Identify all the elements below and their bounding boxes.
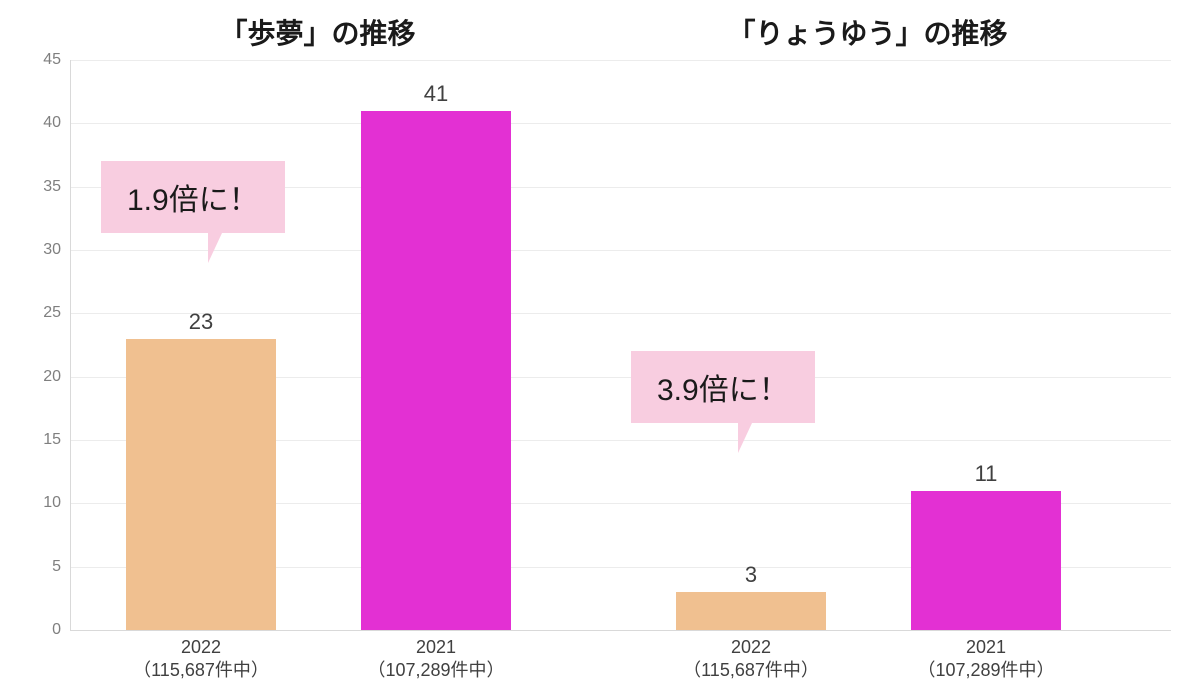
bar: 11 [911,491,1061,630]
chart-stage: 051015202530354045232022（115,687件中）41202… [0,0,1200,700]
y-tick-label: 35 [43,178,71,196]
x-category-label: 2021 （107,289件中） [367,630,504,683]
x-year: 2021 [966,637,1006,657]
y-tick-label: 5 [52,558,71,576]
panel-title: 「りょうゆう」の推移 [727,12,1007,52]
y-tick-label: 15 [43,431,71,449]
bar: 3 [676,592,826,630]
bar: 41 [361,111,511,630]
x-sub: （107,289件中） [367,660,504,680]
bar-value-label: 3 [676,562,826,588]
y-tick-label: 45 [43,51,71,69]
gridline [71,60,1171,61]
y-tick-label: 20 [43,368,71,386]
x-year: 2022 [181,637,221,657]
callout-bubble: 1.9倍に！ [101,161,285,233]
x-category-label: 2022 （115,687件中） [683,630,819,683]
x-category-label: 2022 （115,687件中） [133,630,269,683]
y-tick-label: 30 [43,241,71,259]
x-year: 2021 [416,637,456,657]
y-tick-label: 40 [43,114,71,132]
x-sub: （107,289件中） [917,660,1054,680]
callout-bubble: 3.9倍に！ [631,351,815,423]
bar: 23 [126,339,276,630]
y-tick-label: 0 [52,621,71,639]
x-sub: （115,687件中） [133,660,269,680]
bar-value-label: 23 [126,309,276,335]
y-tick-label: 25 [43,304,71,322]
plot-area: 051015202530354045232022（115,687件中）41202… [70,60,1171,631]
panel-title: 「歩夢」の推移 [219,12,415,52]
y-tick-label: 10 [43,494,71,512]
bar-value-label: 11 [911,461,1061,487]
x-sub: （115,687件中） [683,660,819,680]
bar-value-label: 41 [361,81,511,107]
x-year: 2022 [731,637,771,657]
x-category-label: 2021 （107,289件中） [917,630,1054,683]
gridline [71,123,1171,124]
gridline [71,250,1171,251]
